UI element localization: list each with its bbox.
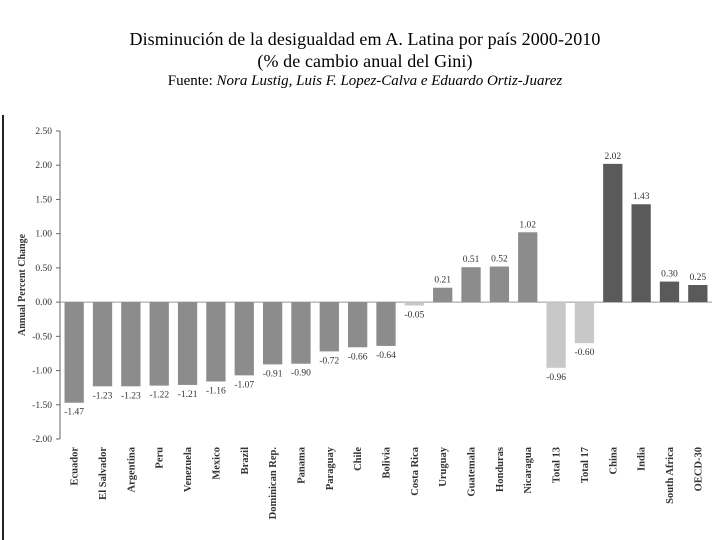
chart-title-line1: Disminución de la desigualdad em A. Lati… — [129, 29, 601, 49]
value-label: -0.90 — [291, 369, 311, 379]
category-label: Bolivia — [382, 446, 393, 478]
bar-venezuela — [177, 302, 198, 385]
value-label: -1.23 — [93, 391, 113, 401]
category-label: Panama — [296, 446, 307, 484]
value-label: -1.21 — [178, 390, 198, 400]
chart-title-line2: (% de cambio anual del Gini) — [257, 51, 473, 71]
category-label: Total 17 — [580, 447, 591, 483]
value-label: 0.30 — [661, 270, 678, 280]
bar-south-africa — [659, 281, 680, 303]
category-label: Dominican Rep. — [268, 447, 279, 520]
bar-ecuador — [64, 302, 84, 403]
bar-oecd-30 — [688, 285, 708, 303]
y-tick-label: -1.00 — [32, 367, 52, 377]
bar-total-17 — [574, 302, 595, 344]
category-label: Uruguay — [438, 446, 449, 486]
category-labels: Ecuador El Salvador Argentina Peru Venezuela… — [70, 446, 705, 519]
category-label: Peru — [155, 447, 166, 469]
category-label: Honduras — [495, 447, 506, 492]
bar-chile — [348, 302, 368, 348]
y-tick-label: 0.50 — [35, 264, 52, 274]
value-label: 0.25 — [690, 273, 707, 283]
category-label: Mexico — [211, 447, 222, 480]
value-label: -0.64 — [376, 351, 396, 361]
value-label: -0.96 — [546, 373, 566, 383]
category-label: Costa Rica — [410, 446, 421, 495]
bar-guatemala — [461, 267, 481, 303]
left-border-line — [2, 115, 4, 540]
value-label: -1.07 — [234, 380, 254, 390]
value-label: -0.66 — [348, 352, 368, 362]
y-tick-label: -1.50 — [32, 401, 52, 411]
value-label: -0.91 — [263, 369, 283, 379]
bar-peru — [149, 302, 169, 386]
value-label: -1.16 — [206, 387, 226, 397]
bar-panama — [291, 302, 311, 364]
bar-bolivia — [376, 302, 396, 346]
value-label: 0.21 — [434, 276, 451, 286]
category-label: South Africa — [665, 446, 676, 504]
bar-brazil — [234, 302, 254, 376]
value-label: 0.52 — [491, 255, 508, 265]
y-tick-label: 2.00 — [35, 161, 52, 171]
value-label: -0.60 — [575, 348, 595, 358]
y-tick-label: 0.00 — [35, 298, 52, 308]
category-label: Argentina — [126, 446, 137, 492]
value-label: -1.47 — [64, 408, 84, 418]
source-authors: Nora Lustig, Luis F. Lopez-Calva e Eduar… — [216, 73, 563, 89]
value-label: -0.05 — [404, 311, 424, 321]
source-label: Fuente: — [167, 73, 213, 89]
y-tick-label: 1.00 — [35, 230, 52, 240]
category-label: Guatemala — [467, 446, 478, 496]
bar-india — [631, 204, 651, 303]
category-label: China — [608, 446, 619, 474]
y-tick-label: 1.50 — [35, 195, 52, 205]
y-tick-label: 2.50 — [35, 127, 52, 137]
category-label: El Salvador — [98, 447, 109, 500]
bar-mexico — [206, 302, 226, 382]
value-label: -1.22 — [149, 391, 169, 401]
bar-costa-rica — [404, 302, 424, 306]
category-label: OECD-30 — [693, 447, 704, 491]
category-label: Ecuador — [70, 447, 81, 486]
bar-el-salvador — [92, 302, 113, 387]
value-label: 0.51 — [463, 255, 480, 265]
bar-honduras — [489, 266, 510, 303]
category-label: Chile — [353, 447, 364, 471]
bar-paraguay — [319, 302, 339, 352]
value-label: 1.43 — [633, 192, 650, 202]
category-label: Brazil — [240, 447, 251, 474]
category-label: Paraguay — [325, 446, 336, 490]
bar-series — [64, 163, 708, 403]
bar-dominican-rep — [262, 302, 283, 365]
bar-argentina — [121, 302, 141, 387]
bar-nicaragua — [518, 232, 538, 303]
category-label: Venezuela — [183, 446, 194, 492]
bar-total-13 — [546, 302, 566, 368]
bar-uruguay — [433, 287, 453, 303]
y-tick-label: -0.50 — [32, 332, 52, 342]
bar-china — [603, 163, 623, 303]
y-axis-title: Annual Percent Change — [17, 233, 28, 336]
value-label: -0.72 — [319, 356, 339, 366]
value-label: 1.02 — [519, 220, 536, 230]
value-label: 2.02 — [604, 152, 621, 162]
category-label: Nicaragua — [523, 446, 534, 493]
y-tick-label: -2.00 — [32, 435, 52, 445]
value-labels: -1.47 -1.23 -1.23 -1.22 -1.21 -1.16 -1.07 -0.91… — [64, 152, 706, 418]
value-label: -1.23 — [121, 391, 141, 401]
category-label: India — [637, 446, 648, 471]
chart-source: Fuente: Nora Lustig, Luis F. Lopez-Calva… — [0, 72, 720, 90]
category-label: Total 13 — [552, 447, 563, 483]
